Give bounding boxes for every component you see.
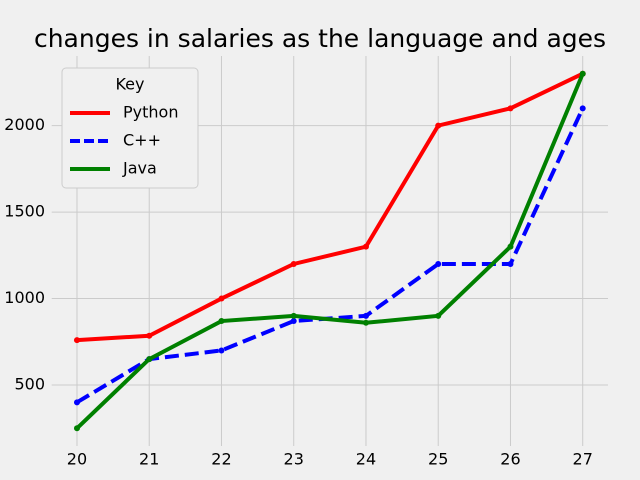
x-tick-label: 25	[428, 450, 448, 469]
point	[362, 319, 369, 326]
legend-box	[61, 67, 199, 189]
point	[435, 312, 442, 319]
point	[507, 260, 514, 267]
point	[579, 70, 586, 77]
line-series	[75, 72, 585, 430]
point	[507, 243, 514, 250]
chart-title: changes in salaries as the language and …	[34, 24, 606, 53]
y-tick-label: 1500	[4, 202, 45, 221]
line-series	[76, 71, 584, 343]
point	[290, 312, 297, 319]
legend-label: C++	[123, 131, 161, 150]
point	[73, 337, 80, 344]
point	[290, 318, 297, 325]
point	[435, 260, 442, 267]
point	[290, 260, 297, 267]
y-tick-label: 1000	[4, 288, 45, 307]
point	[146, 356, 153, 363]
legend-title: Key	[115, 75, 144, 94]
point	[579, 105, 586, 112]
point	[435, 122, 442, 129]
x-tick-label: 21	[139, 450, 159, 469]
point	[362, 243, 369, 250]
legend-label: Java	[122, 159, 157, 178]
x-tick-label: 20	[67, 450, 87, 469]
point	[218, 347, 225, 354]
x-tick-label: 24	[356, 450, 376, 469]
y-tick-label: 2000	[4, 115, 45, 134]
x-tick-label: 27	[573, 450, 593, 469]
x-tick-label: 22	[211, 450, 231, 469]
point	[218, 318, 225, 325]
point	[146, 332, 153, 339]
y-tick-label: 500	[14, 375, 45, 394]
x-tick-label: 23	[284, 450, 304, 469]
x-tick-label: 26	[500, 450, 520, 469]
point	[218, 295, 225, 302]
legend-label: Python	[123, 103, 178, 122]
point	[73, 399, 80, 406]
point	[362, 312, 369, 319]
point	[73, 425, 80, 432]
point	[507, 105, 514, 112]
